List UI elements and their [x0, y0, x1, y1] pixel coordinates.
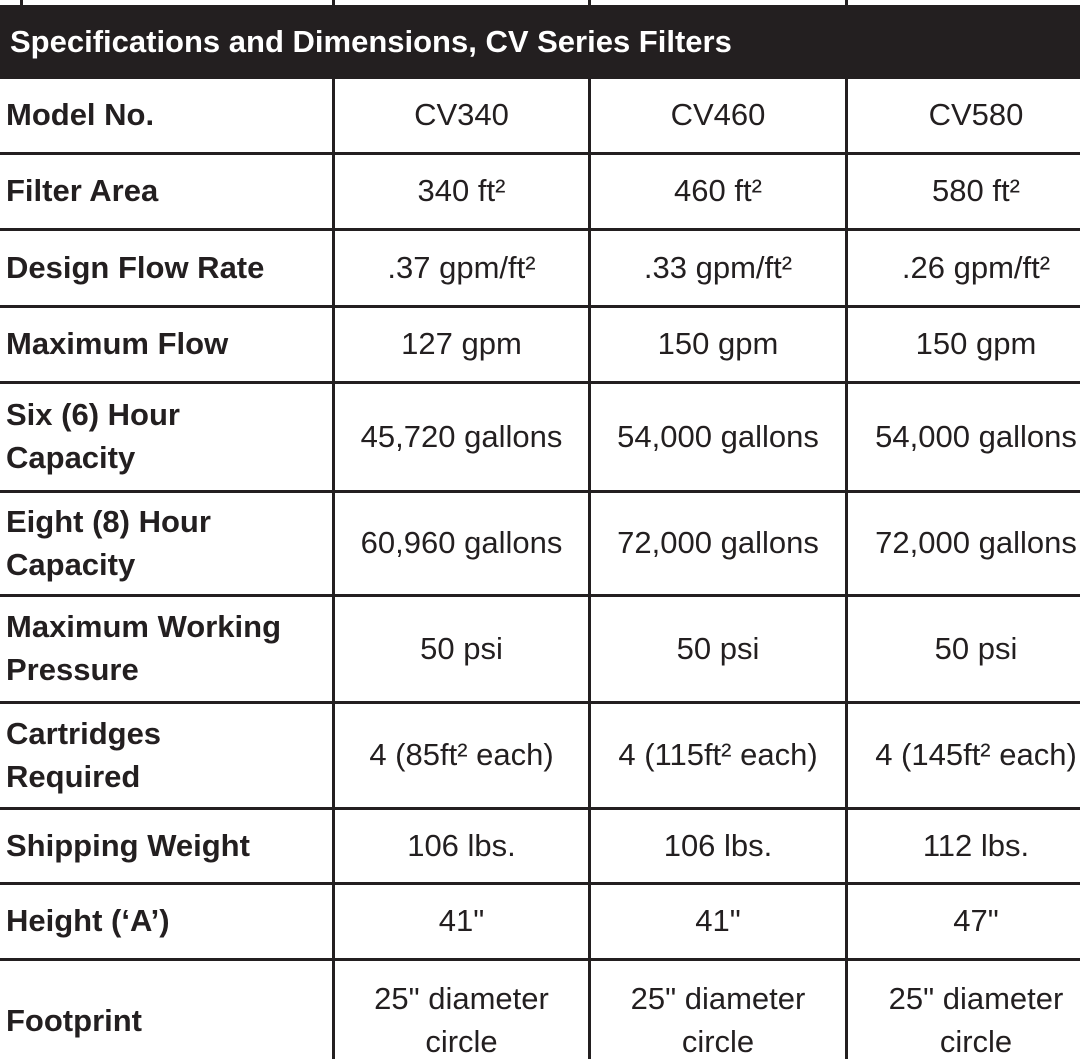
table-row-shipping-weight: Shipping Weight 106 lbs. 106 lbs. 112 lb… [0, 810, 1080, 885]
value-cell: 112 lbs. [845, 810, 1080, 882]
value-cell: 25" diameter circle [332, 961, 588, 1059]
value-cell: .33 gpm/ft² [588, 231, 845, 305]
title-bar: Specifications and Dimensions, CV Series… [0, 5, 1080, 79]
value-cell: 25" diameter circle [845, 961, 1080, 1059]
spec-table: Model No. CV340 CV460 CV580 Filter Area … [0, 79, 1080, 1059]
column-divider-tick [845, 0, 848, 5]
column-divider-tick [20, 0, 23, 5]
row-label: Height (‘A’) [6, 903, 170, 939]
row-label: Design Flow Rate [6, 249, 265, 285]
value-cell: 460 ft² [588, 155, 845, 228]
column-divider-tick [588, 0, 591, 5]
value-cell: 4 (85ft² each) [332, 704, 588, 807]
table-row-height-a: Height (‘A’) 41" 41" 47" [0, 885, 1080, 961]
table-title: Specifications and Dimensions, CV Series… [10, 24, 732, 59]
value-cell: 580 ft² [845, 155, 1080, 228]
value-cell: CV460 [588, 79, 845, 152]
value-cell: 72,000 gallons [845, 493, 1080, 594]
table-row-model-no: Model No. CV340 CV460 CV580 [0, 79, 1080, 155]
table-row-design-flow-rate: Design Flow Rate .37 gpm/ft² .33 gpm/ft²… [0, 231, 1080, 308]
value-cell: 72,000 gallons [588, 493, 845, 594]
row-label: Filter Area [6, 173, 159, 209]
value-cell: .37 gpm/ft² [332, 231, 588, 305]
row-label: Cartridges Required [6, 715, 162, 794]
value-cell: 25" diameter circle [588, 961, 845, 1059]
row-label: Model No. [6, 97, 155, 133]
row-label: Shipping Weight [6, 827, 250, 863]
value-cell: 50 psi [845, 597, 1080, 701]
value-cell: 50 psi [332, 597, 588, 701]
row-label: Maximum Working Pressure [6, 609, 282, 687]
cropped-table-sliver [0, 0, 1080, 5]
value-cell: 4 (115ft² each) [588, 704, 845, 807]
value-cell: 41" [332, 885, 588, 958]
table-row-cartridges-required: Cartridges Required 4 (85ft² each) 4 (11… [0, 704, 1080, 810]
column-divider-tick [332, 0, 335, 5]
row-label: Six (6) Hour Capacity [6, 397, 180, 475]
value-cell: .26 gpm/ft² [845, 231, 1080, 305]
value-cell: 54,000 gallons [845, 384, 1080, 490]
table-row-maximum-flow: Maximum Flow 127 gpm 150 gpm 150 gpm [0, 308, 1080, 384]
table-row-footprint: Footprint 25" diameter circle 25" diamet… [0, 961, 1080, 1059]
table-row-filter-area: Filter Area 340 ft² 460 ft² 580 ft² [0, 155, 1080, 231]
value-cell: 150 gpm [845, 308, 1080, 381]
table-row-eight-hour-capacity: Eight (8) Hour Capacity 60,960 gallons 7… [0, 493, 1080, 597]
value-cell: 106 lbs. [588, 810, 845, 882]
table-row-six-hour-capacity: Six (6) Hour Capacity 45,720 gallons 54,… [0, 384, 1080, 493]
value-cell: 127 gpm [332, 308, 588, 381]
value-cell: 47" [845, 885, 1080, 958]
value-cell: 41" [588, 885, 845, 958]
value-cell: 340 ft² [332, 155, 588, 228]
value-cell: 60,960 gallons [332, 493, 588, 594]
value-cell: 45,720 gallons [332, 384, 588, 490]
row-label: Footprint [6, 1002, 143, 1038]
value-cell: CV340 [332, 79, 588, 152]
row-label: Maximum Flow [6, 326, 229, 362]
value-cell: 106 lbs. [332, 810, 588, 882]
value-cell: 4 (145ft² each) [845, 704, 1080, 807]
value-cell: CV580 [845, 79, 1080, 152]
value-cell: 50 psi [588, 597, 845, 701]
row-label: Eight (8) Hour Capacity [6, 503, 211, 582]
value-cell: 150 gpm [588, 308, 845, 381]
table-row-maximum-working-pressure: Maximum Working Pressure 50 psi 50 psi 5… [0, 597, 1080, 704]
value-cell: 54,000 gallons [588, 384, 845, 490]
